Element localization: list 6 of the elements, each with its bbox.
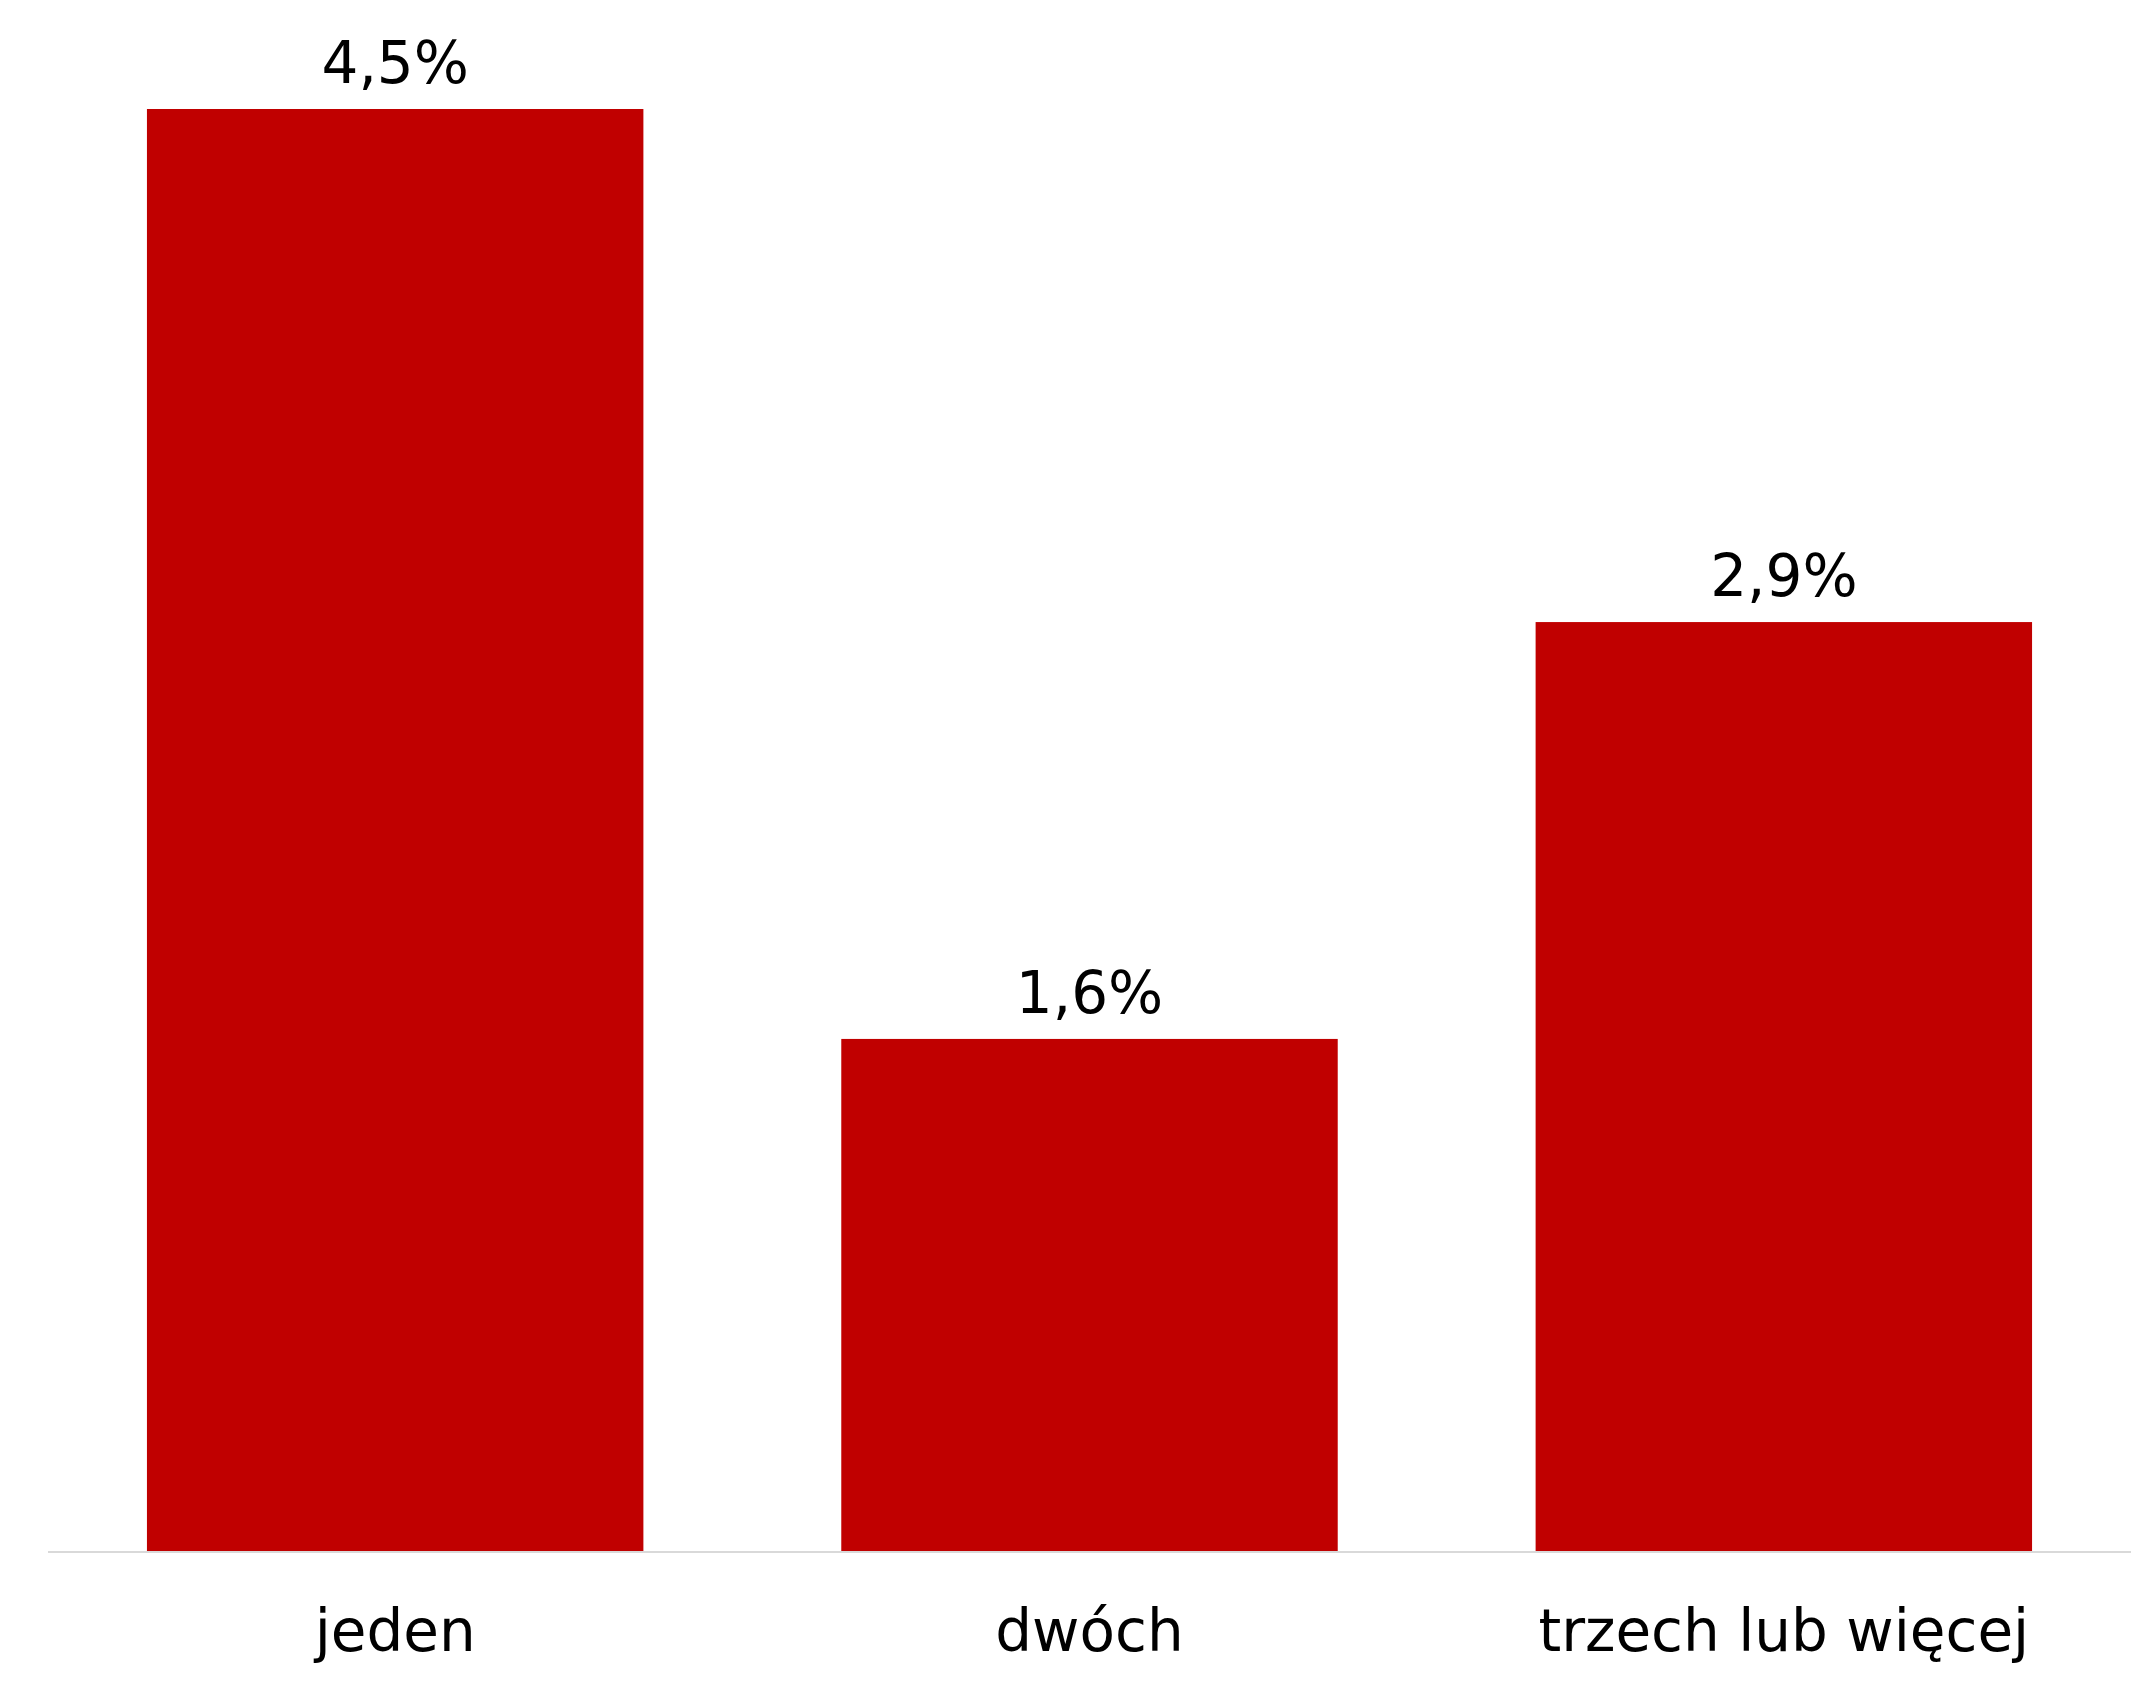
x-tick-label: jeden — [312, 1597, 476, 1665]
x-tick-label: dwóch — [995, 1597, 1184, 1665]
data-label: 4,5% — [321, 29, 469, 97]
data-label: 2,9% — [1710, 542, 1858, 611]
x-tick-label: trzech lub więcej — [1538, 1597, 2030, 1665]
data-label: 1,6% — [1015, 958, 1164, 1027]
